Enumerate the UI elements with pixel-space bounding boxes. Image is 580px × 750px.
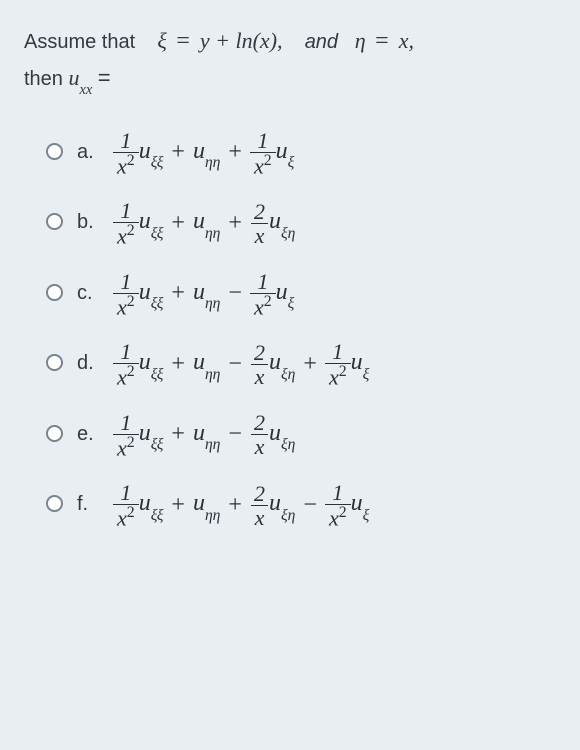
option-letter: f. [77, 493, 99, 516]
option-letter: d. [77, 352, 99, 375]
eq1-lhs: ξ [157, 28, 166, 53]
option-letter: a. [77, 141, 99, 164]
options-group: a. 1x2uξξ+uηη+1x2uξ b. 1x2uξξ+uηη+2xuξη c. 1x… [46, 129, 556, 530]
radio-button[interactable] [46, 495, 63, 512]
radio-button[interactable] [46, 425, 63, 442]
option-letter: b. [77, 211, 99, 234]
eq2-lhs: η [355, 28, 366, 53]
target-sub: xx [80, 82, 93, 98]
option-row[interactable]: f. 1x2uξξ+uηη+2xuξη−1x2uξ [46, 481, 556, 530]
radio-button[interactable] [46, 143, 63, 160]
eq2-rhs: x, [399, 28, 414, 53]
option-letter: c. [77, 282, 99, 305]
radio-button[interactable] [46, 213, 63, 230]
option-formula: 1x2uξξ+uηη+2xuξη−1x2uξ [113, 481, 369, 530]
option-row[interactable]: a. 1x2uξξ+uηη+1x2uξ [46, 129, 556, 178]
option-row[interactable]: e. 1x2uξξ+uηη−2xuξη [46, 411, 556, 460]
radio-button[interactable] [46, 354, 63, 371]
question-prefix: Assume that [24, 31, 135, 53]
eq1-rhs: y + ln(x), [200, 28, 283, 53]
radio-button[interactable] [46, 284, 63, 301]
question-and: and [305, 31, 338, 53]
option-formula: 1x2uξξ+uηη+2xuξη [113, 199, 295, 248]
option-row[interactable]: c. 1x2uξξ+uηη−1x2uξ [46, 270, 556, 319]
question-then: then [24, 68, 63, 90]
option-row[interactable]: d. 1x2uξξ+uηη−2xuξη+1x2uξ [46, 340, 556, 389]
target-var: u [69, 65, 80, 90]
option-formula: 1x2uξξ+uηη−1x2uξ [113, 270, 294, 319]
equals: = [98, 65, 111, 90]
option-letter: e. [77, 423, 99, 446]
option-row[interactable]: b. 1x2uξξ+uηη+2xuξη [46, 199, 556, 248]
option-formula: 1x2uξξ+uηη+1x2uξ [113, 129, 294, 178]
question-stem: Assume that ξ = y + ln(x), and η = x, th… [24, 22, 556, 99]
option-formula: 1x2uξξ+uηη−2xuξη [113, 411, 295, 460]
option-formula: 1x2uξξ+uηη−2xuξη+1x2uξ [113, 340, 369, 389]
